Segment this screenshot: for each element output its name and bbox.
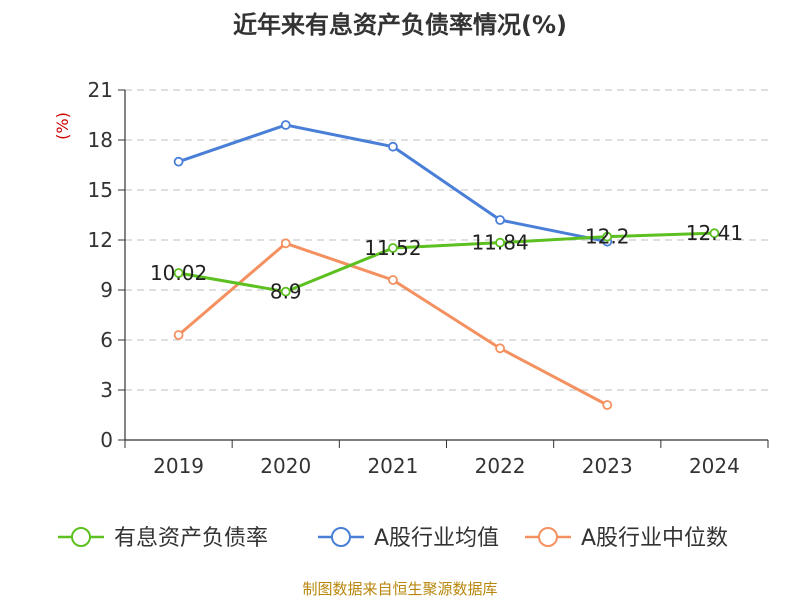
x-tick-label-2022: 2022 <box>475 454 526 478</box>
point-s1-2020 <box>280 120 291 130</box>
data-label-2023: 12.2 <box>585 225 630 249</box>
point-s0-2023 <box>602 231 613 242</box>
data-label-2024: 12.41 <box>686 221 743 245</box>
point-s0-2020 <box>280 286 291 297</box>
y-tick-label-0: 0 <box>100 428 113 452</box>
series-line-0 <box>178 231 715 294</box>
x-tick-label-2020: 2020 <box>260 454 311 478</box>
source-note: 制图数据来自恒生聚源数据库 <box>302 580 497 598</box>
legend-label-0: 有息资产负债率 <box>114 526 268 551</box>
gridlines <box>125 89 768 391</box>
y-tick-label-12: 12 <box>88 228 113 252</box>
data-label-2020: 8.9 <box>270 280 302 304</box>
point-s1-2021 <box>388 141 398 152</box>
x-tick-label-2021: 2021 <box>367 454 418 478</box>
y-tick-label-15: 15 <box>88 178 113 202</box>
x-tick-label-2024: 2024 <box>689 454 740 478</box>
legend-marker-2 <box>538 527 558 547</box>
point-s2-2022 <box>495 343 505 354</box>
legend-marker-0 <box>71 527 91 547</box>
point-s0-2019 <box>173 268 184 278</box>
axes: 0 3 6 9 12 15 18 21 2019 2020 2021 2022 2023 2024 <box>88 78 769 478</box>
point-s2-2023 <box>602 400 613 410</box>
legend: 有息资产负债率 A股行业均值 A股行业中位数 <box>58 526 728 551</box>
point-s0-2021 <box>388 243 398 253</box>
legend-label-1: A股行业均值 <box>374 526 499 551</box>
chart-title: 近年来有息资产负债率情况(%) <box>233 11 567 39</box>
y-tick-label-9: 9 <box>100 278 113 302</box>
point-s2-2019 <box>173 330 184 340</box>
point-s0-2022 <box>495 237 505 248</box>
point-s2-2020 <box>280 238 291 249</box>
point-s1-2019 <box>173 156 184 167</box>
data-label-2021: 11.52 <box>364 236 421 260</box>
data-label-2019: 10.02 <box>150 261 207 285</box>
point-s2-2021 <box>388 275 398 285</box>
y-tick-label-6: 6 <box>100 328 113 352</box>
series-line-2 <box>177 241 608 407</box>
legend-label-2: A股行业中位数 <box>581 526 728 551</box>
y-tick-label-18: 18 <box>88 128 113 152</box>
data-labels: 10.02 8.9 11.52 11.84 12.2 12.41 <box>150 221 743 303</box>
x-tick-label-2019: 2019 <box>153 454 204 478</box>
legend-marker-1 <box>331 527 351 547</box>
x-tick-label-2023: 2023 <box>582 454 633 478</box>
y-tick-label-3: 3 <box>100 378 113 402</box>
series-layer <box>173 120 720 410</box>
y-tick-label-21: 21 <box>88 78 113 102</box>
y-axis-label: (%) <box>53 112 72 140</box>
data-label-2022: 11.84 <box>471 231 528 255</box>
point-s1-2022 <box>495 215 505 225</box>
point-s0-2024 <box>709 228 720 239</box>
